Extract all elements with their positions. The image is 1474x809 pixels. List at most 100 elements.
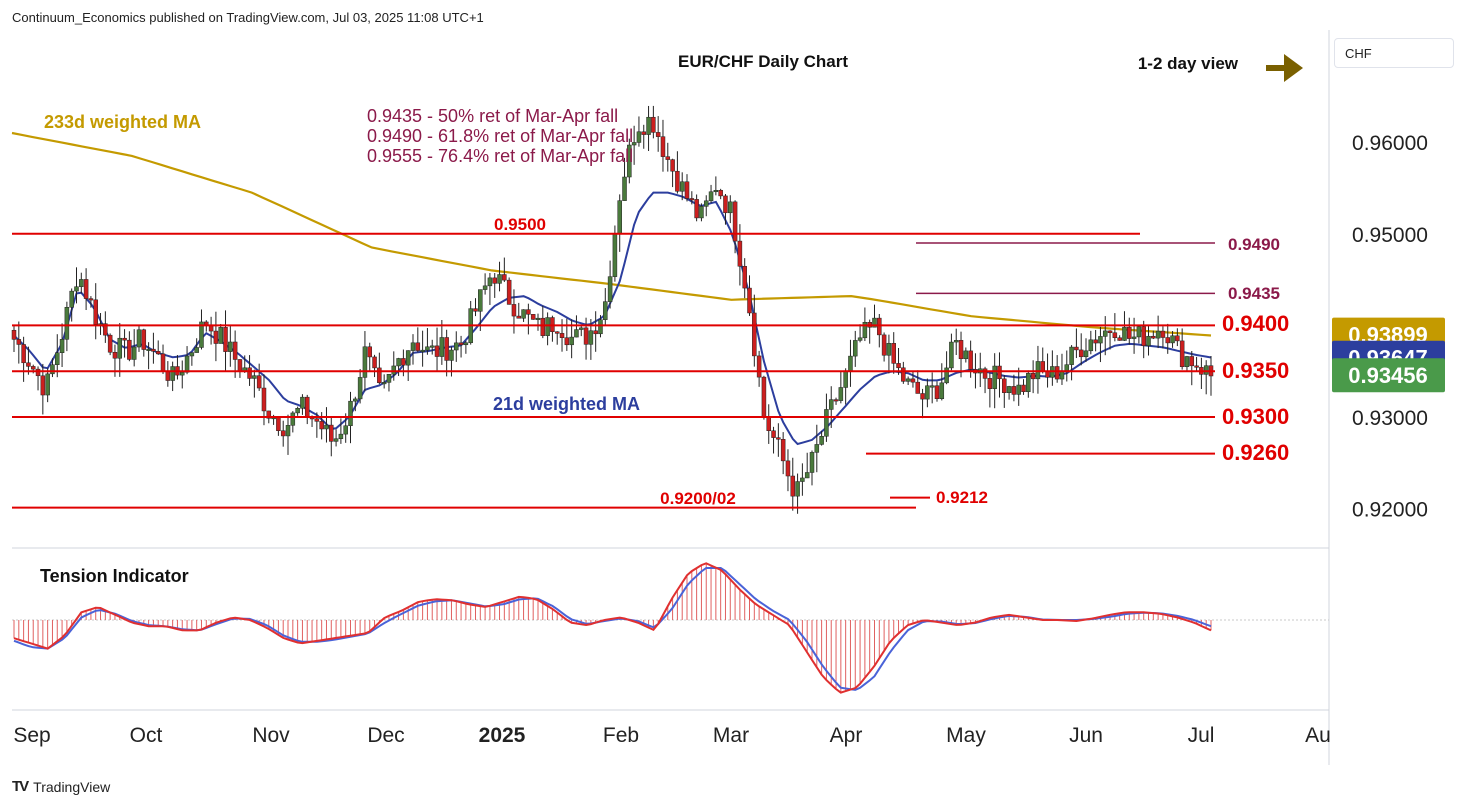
candle [1040,347,1045,374]
candle [79,272,84,294]
candle [939,363,945,401]
candle [886,334,892,374]
candle [55,334,60,378]
candle [497,261,502,292]
candle [963,347,969,363]
candle [636,116,642,147]
candle [1203,360,1209,395]
candle [136,324,142,352]
candle [127,331,132,362]
x-tick-label: May [946,724,986,747]
candle [867,319,872,344]
candle [516,302,522,319]
ma-21-line [13,191,1212,446]
candle [526,303,531,335]
candle [607,260,613,309]
candle [535,313,541,331]
candle [372,354,377,378]
annotation-50pct: 0.9435 - 50% ret of Mar-Apr fall [367,106,618,126]
level-09490: 0.9490 [916,235,1280,254]
y-tick-label: 0.93000 [1352,407,1428,430]
candle [910,370,916,388]
candle [708,184,714,203]
candle [131,329,137,367]
level-label: 0.9260 [1222,440,1289,465]
candle [502,257,507,283]
candle [16,321,22,364]
candle [189,352,195,366]
candle [1127,317,1132,345]
candle [631,125,637,165]
candle [554,331,560,345]
tension-indicator-label: Tension Indicator [40,566,189,586]
candle [833,397,839,405]
y-tick-label: 0.95000 [1352,224,1428,247]
candle [1016,367,1021,406]
candle [780,432,786,475]
ma21-label: 21d weighted MA [493,394,640,414]
candle [641,124,646,149]
candle [425,328,430,355]
candle [362,331,368,392]
candle [458,335,464,358]
candle [857,324,863,343]
candle [237,359,243,378]
candle [194,338,199,353]
candle [550,315,555,342]
tension-signal-line [13,567,1212,691]
y-tick-label: 0.92000 [1352,499,1428,522]
tradingview-brand[interactable]: TV TradingView [12,778,110,795]
candle [1208,356,1214,396]
candle [117,323,123,377]
candle [679,172,685,201]
candle [771,426,776,454]
candle [396,357,401,376]
candle [184,346,190,375]
candle [660,119,666,172]
candle [877,314,882,348]
candle [223,310,228,372]
candle [1098,326,1103,363]
level-label: 0.9500 [494,215,546,234]
level-09500: 0.9500 [12,215,1140,235]
candle [1175,328,1180,347]
candle [1069,345,1074,381]
candle [675,151,680,194]
candle [1184,355,1190,372]
candle [1035,345,1041,394]
candle [862,307,868,342]
candle [1083,338,1089,362]
x-tick-label: Mar [713,724,749,747]
candle [280,420,286,447]
candle [300,394,305,415]
candle [1006,385,1012,400]
x-tick-label: Nov [252,724,290,747]
brand-name: TradingView [33,778,111,795]
candle [1002,375,1007,408]
candle [40,363,46,415]
candle [530,314,536,320]
chart-title: EUR/CHF Daily Chart [678,52,848,71]
x-tick-label: Au [1305,724,1331,747]
candle [627,138,632,184]
currency-selector[interactable]: CHF [1334,38,1454,68]
x-tick-label: Jul [1188,724,1215,747]
candle [1011,374,1017,402]
candle [295,406,300,416]
candle [83,268,89,311]
tradingview-logo-icon: TV [12,778,29,795]
candle [11,325,17,353]
candle [723,194,728,225]
candle [232,330,238,378]
candle [50,358,55,378]
price-badge: 0.93456 [1332,358,1445,393]
candle [1107,330,1113,350]
candle [684,174,690,202]
candle [949,333,954,371]
candle [1165,323,1170,354]
candle [593,311,598,352]
candle [199,309,204,350]
candle [579,325,584,337]
